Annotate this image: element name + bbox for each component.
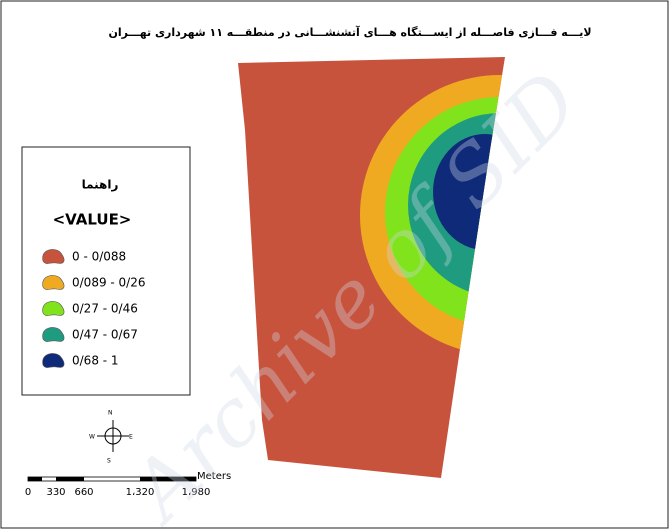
map-title: لایـــه فـــازی فاصـــله از ایســـتگاه ه… [108,25,591,39]
legend-swatch [42,327,65,342]
scale-bar: Meters [27,471,231,482]
legend-label: 0 - 0/088 [72,250,126,264]
scale-label: 660 [74,487,93,498]
legend-swatch [42,301,65,316]
scale-label: 0 [25,487,31,498]
west-label: W [89,434,95,441]
legend-swatch [42,249,65,264]
legend-field: <VALUE> [53,211,132,229]
scale-label: 1،320 [126,487,155,498]
legend-label: 0/27 - 0/46 [72,302,138,316]
legend-swatch [42,275,65,290]
south-label: S [107,458,111,465]
scale-label: 330 [46,487,65,498]
legend-title: راهنما [82,178,119,192]
legend-label: 0/089 - 0/26 [72,276,146,290]
north-label: N [108,410,113,417]
east-label: E [129,434,133,441]
scale-unit: Meters [197,471,231,482]
legend-label: 0/47 - 0/67 [72,328,138,342]
scale-label: 1،980 [182,487,211,498]
legend-swatch [42,353,65,368]
north-arrow: N S E W [89,410,133,465]
legend-label: 0/68 - 1 [72,354,119,368]
